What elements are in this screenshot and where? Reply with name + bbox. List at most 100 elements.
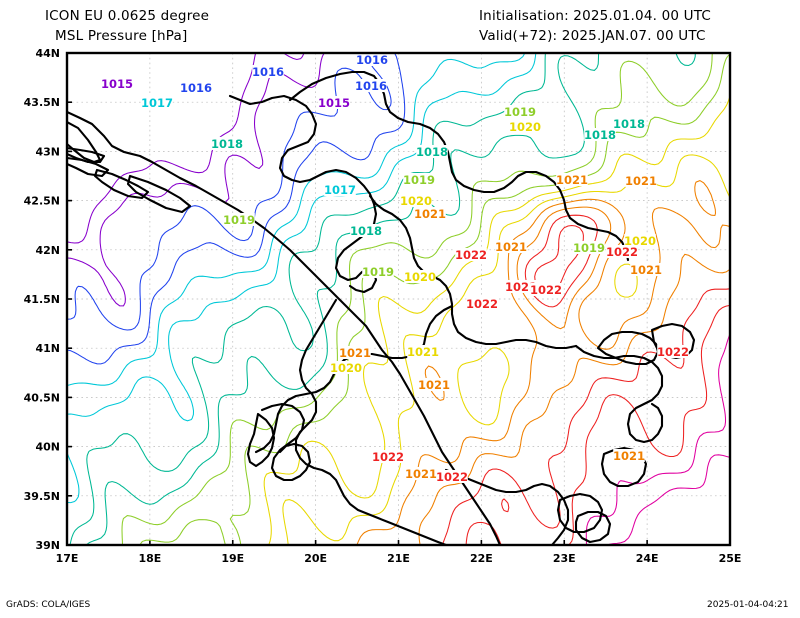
x-tick-label: 24E xyxy=(636,552,659,565)
label-mask xyxy=(584,128,616,141)
label-mask xyxy=(613,117,645,130)
contour-line-1014.5 xyxy=(283,53,305,61)
x-tick-label: 20E xyxy=(304,552,327,565)
contour-label: 1019 xyxy=(223,213,255,227)
contour-label: 1019 xyxy=(504,105,536,119)
label-mask xyxy=(350,224,382,237)
label-mask xyxy=(324,183,356,196)
contour-label: 1021 xyxy=(414,207,446,221)
contour-line-1020.5 xyxy=(694,180,717,217)
contour-line-1023 xyxy=(607,454,730,545)
contour-label: 1021 xyxy=(625,174,657,188)
label-mask xyxy=(404,270,436,283)
contour-label: 1021 xyxy=(630,263,662,277)
y-tick-label: 39N xyxy=(35,539,60,552)
contour-label: 1018 xyxy=(350,224,382,238)
contour-line-1017.5 xyxy=(69,53,546,545)
label-mask xyxy=(318,96,350,109)
contour-line-1014.5 xyxy=(67,53,257,244)
label-mask xyxy=(356,53,388,66)
label-mask xyxy=(339,346,371,359)
contour-label: 1022 xyxy=(466,297,498,311)
contour-label: 1020 xyxy=(400,194,432,208)
label-mask xyxy=(530,283,562,296)
contour-label: 1017 xyxy=(141,96,173,110)
contour-label: 1021 xyxy=(495,240,527,254)
contour-label: 1022 xyxy=(436,470,468,484)
contour-line-1020 xyxy=(457,347,510,426)
contour-label: 1021 xyxy=(339,346,371,360)
x-tick-label: 19E xyxy=(221,552,244,565)
initialisation-time: Initialisation: 2025.01.04. 00 UTC xyxy=(479,8,712,24)
plot-frame xyxy=(65,51,732,547)
contour-label: 1022 xyxy=(657,345,689,359)
y-tick-label: 42N xyxy=(35,244,60,257)
label-mask xyxy=(613,449,645,462)
x-tick-label: 17E xyxy=(56,552,79,565)
contour-label: 1022 xyxy=(530,283,562,297)
label-mask xyxy=(556,173,588,186)
contour-label: 1018 xyxy=(211,137,243,151)
contour-label: 1016 xyxy=(180,81,212,95)
model-title: ICON EU 0.0625 degree xyxy=(45,8,210,24)
contour-label: 1019 xyxy=(573,241,605,255)
label-mask xyxy=(418,378,450,391)
label-mask xyxy=(252,65,284,78)
contour-label: 1021 xyxy=(405,467,437,481)
y-tick-label: 43N xyxy=(35,145,60,158)
label-mask xyxy=(101,77,133,90)
label-mask xyxy=(362,265,394,278)
grads-credit: GrADS: COLA/IGES xyxy=(6,600,91,610)
label-mask xyxy=(495,240,527,253)
label-mask xyxy=(416,145,448,158)
contour-label: 1017 xyxy=(324,183,356,197)
contour-line-1018.5 xyxy=(121,53,713,545)
y-axis-labels: 39N 39.5N 40N 40.5N 41N 41.5N 42N 42.5N 43N 43.5N… xyxy=(24,47,60,552)
y-tick-label: 43.5N xyxy=(24,96,60,109)
contour-label: 1021 xyxy=(613,449,645,463)
y-tick-label: 44N xyxy=(35,47,60,60)
contour-label: 1019 xyxy=(403,173,435,187)
contour-label: 1018 xyxy=(584,128,616,142)
contour-line-1022.5 xyxy=(585,333,730,545)
contour-label: 1016 xyxy=(355,79,387,93)
label-mask xyxy=(405,467,437,480)
x-tick-label: 21E xyxy=(387,552,410,565)
contour-label: 1020 xyxy=(404,270,436,284)
contour-label: 1021 xyxy=(505,280,537,294)
contour-label: 1015 xyxy=(101,77,133,91)
contour-label: 1021 xyxy=(556,173,588,187)
contour-line-1017 xyxy=(67,452,80,504)
label-mask xyxy=(466,297,498,310)
contour-label: 1019 xyxy=(362,265,394,279)
label-mask xyxy=(407,345,439,358)
contour-label: 1021 xyxy=(407,345,439,359)
contour-line-1019 xyxy=(139,519,226,545)
x-tick-label: 18E xyxy=(138,552,161,565)
coastline-borders xyxy=(67,70,696,545)
contour-value-labels: 1015 1016 1016 1016 1015 1016 1017 1018 1017 1018… xyxy=(101,53,689,484)
label-mask xyxy=(330,361,362,374)
y-tick-label: 39.5N xyxy=(24,490,60,503)
label-mask xyxy=(504,105,536,118)
y-tick-label: 41N xyxy=(35,342,60,355)
label-mask xyxy=(509,120,541,133)
valid-time: Valid(+72): 2025.JAN.07. 00 UTC xyxy=(479,28,706,44)
contour-line-1022 xyxy=(501,498,510,513)
label-mask xyxy=(372,450,404,463)
x-tick-label: 22E xyxy=(470,552,493,565)
contour-line-1022 xyxy=(534,224,584,295)
y-tick-label: 41.5N xyxy=(24,293,60,306)
label-mask xyxy=(606,245,638,258)
label-mask xyxy=(414,207,446,220)
contour-label: 1021 xyxy=(418,378,450,392)
contour-label: 1022 xyxy=(455,248,487,262)
label-mask xyxy=(400,194,432,207)
contour-label: 1020 xyxy=(330,361,362,375)
grid-lines xyxy=(67,53,730,545)
x-tick-label: 25E xyxy=(719,552,742,565)
contour-label: 1018 xyxy=(613,117,645,131)
label-mask xyxy=(141,96,173,109)
label-mask xyxy=(630,263,662,276)
label-mask xyxy=(436,470,468,483)
